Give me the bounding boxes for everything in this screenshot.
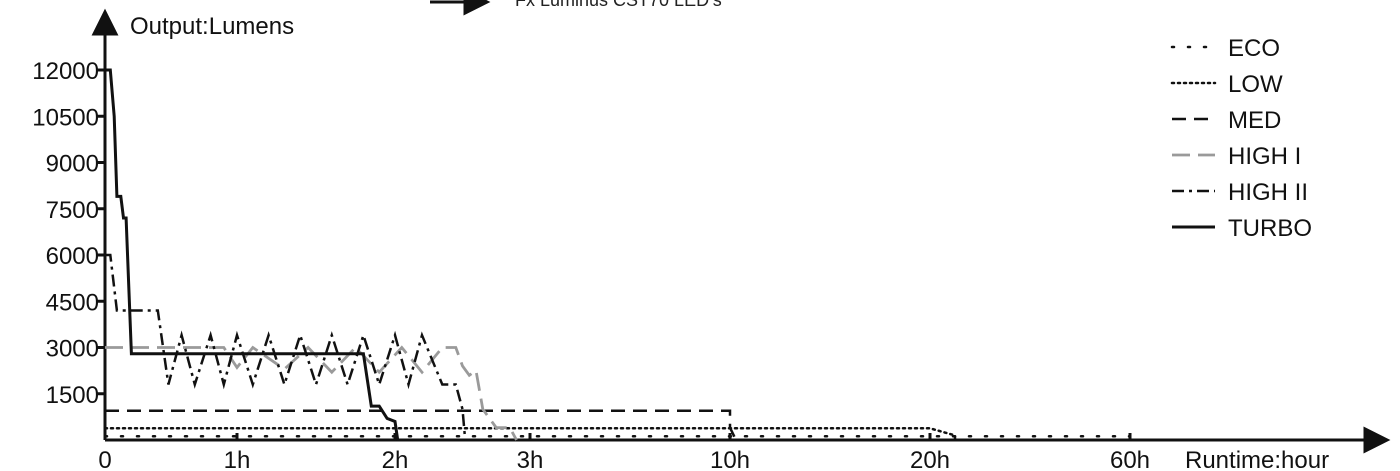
y-tick-label: 3000 (46, 336, 99, 363)
series-line-turbo (105, 68, 400, 441)
y-axis-title: Output:Lumens (130, 13, 294, 40)
x-axis-title: Runtime:hour (1185, 447, 1329, 471)
x-tick-label: 1h (224, 447, 251, 471)
y-tick-label: 10500 (32, 104, 99, 131)
series-line-high-i (105, 345, 518, 441)
legend-label: ECO (1228, 35, 1280, 62)
legend: ECO LOW MED HIGH I HIGH II TURBO (1170, 35, 1312, 242)
series-line-low (103, 427, 957, 442)
y-tick-label: 9000 (46, 151, 99, 178)
legend-label: HIGH II (1228, 179, 1308, 206)
legend-label: LOW (1228, 71, 1283, 98)
x-tick-label: 10h (710, 447, 750, 471)
y-tick-label: 12000 (32, 58, 99, 85)
y-ticks: 1500 3000 4500 6000 7500 9000 10500 12000 (32, 58, 105, 409)
series-lines (103, 68, 1132, 442)
header-caption: Fx Luminus CST70 LED’s (515, 0, 722, 10)
series-line-med (105, 409, 738, 441)
y-tick-label: 4500 (46, 289, 99, 316)
x-tick-label: 3h (517, 447, 544, 471)
y-tick-label: 1500 (46, 382, 99, 409)
series-line-eco (103, 435, 1132, 442)
legend-label: TURBO (1228, 215, 1312, 242)
x-tick-label: 20h (910, 447, 950, 471)
legend-label: MED (1228, 107, 1281, 134)
x-tick-label: 2h (382, 447, 409, 471)
legend-label: HIGH I (1228, 143, 1301, 170)
x-ticks: 0 1h 2h 3h 10h 20h 60h (98, 433, 1150, 471)
series-line-high-ii (105, 253, 467, 441)
x-tick-label: 60h (1110, 447, 1150, 471)
y-tick-label: 7500 (46, 197, 99, 224)
y-tick-label: 6000 (46, 243, 99, 270)
x-tick-label: 0 (98, 447, 111, 471)
